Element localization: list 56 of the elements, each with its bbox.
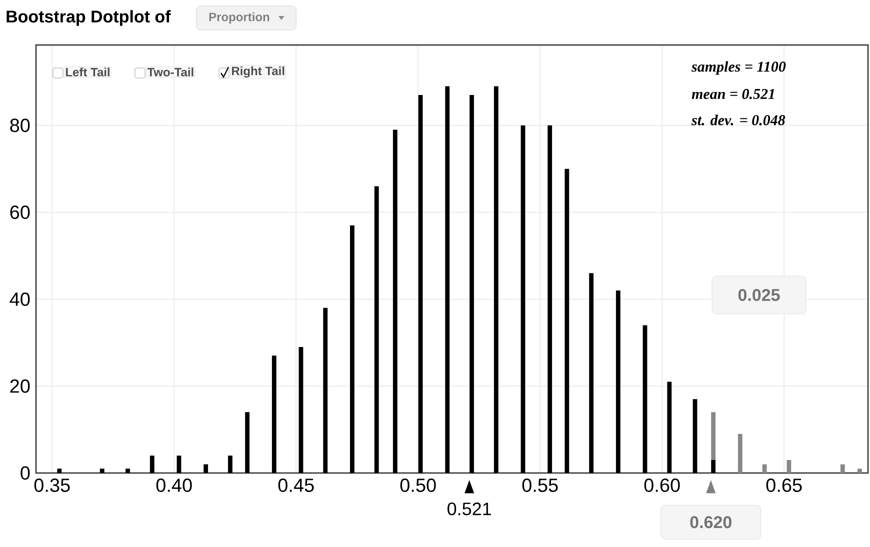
bar [350, 225, 354, 473]
bar [564, 168, 570, 473]
x-tick-label: 0.35 [34, 478, 70, 492]
bar [520, 125, 526, 473]
annotation: Two-Tail [147, 68, 194, 76]
x-tick-label: 0.55 [522, 478, 558, 492]
bar [589, 273, 594, 473]
bar [150, 456, 154, 473]
x-tick-label: 0.65 [766, 478, 802, 492]
bar [692, 399, 698, 473]
y-tick-label: 40 [10, 292, 30, 306]
bar [711, 460, 716, 473]
y-tick-label: 0 [20, 466, 30, 480]
bar [445, 86, 450, 473]
bar [667, 382, 672, 473]
bar [176, 456, 182, 473]
annotation: mean = 0.521 [692, 88, 774, 100]
bar [100, 468, 104, 473]
y-tick-label: 80 [10, 118, 30, 132]
bar [126, 468, 130, 473]
bar [392, 130, 398, 473]
x-tick-label: 0.50 [400, 478, 436, 492]
bar [840, 464, 845, 473]
bar [470, 94, 474, 473]
annotation: st. dev. = 0.048 [691, 114, 786, 126]
annotation: Right Tail [232, 66, 284, 78]
bar [418, 94, 423, 473]
annotation: 0.521 [448, 502, 491, 516]
bar [272, 356, 276, 473]
annotation: samples = 1100 [691, 61, 786, 75]
bar [711, 412, 716, 460]
x-tick-label: 0.60 [644, 478, 680, 492]
bar [245, 412, 250, 473]
bar [738, 434, 742, 473]
chart-title: Bootstrap Dotplot of [6, 10, 171, 26]
bar [323, 308, 328, 473]
bar [228, 456, 232, 473]
bar [204, 464, 208, 473]
bar [57, 468, 62, 473]
bar [374, 186, 379, 473]
bar [298, 346, 304, 473]
annotation: 0.025 [738, 288, 780, 302]
bar [642, 325, 648, 473]
text: Proportion [209, 12, 270, 24]
bar [616, 290, 620, 473]
x-tick-label: 0.45 [278, 478, 314, 492]
annotation: Left Tail [66, 68, 110, 76]
y-tick-label: 20 [10, 379, 30, 393]
bar [494, 86, 498, 473]
bar [548, 125, 552, 473]
annotation: 0.620 [690, 516, 732, 528]
x-tick-label: 0.40 [156, 478, 192, 492]
bar [762, 464, 767, 473]
bar [858, 468, 862, 473]
y-tick-label: 60 [10, 206, 30, 220]
bar [786, 460, 792, 473]
